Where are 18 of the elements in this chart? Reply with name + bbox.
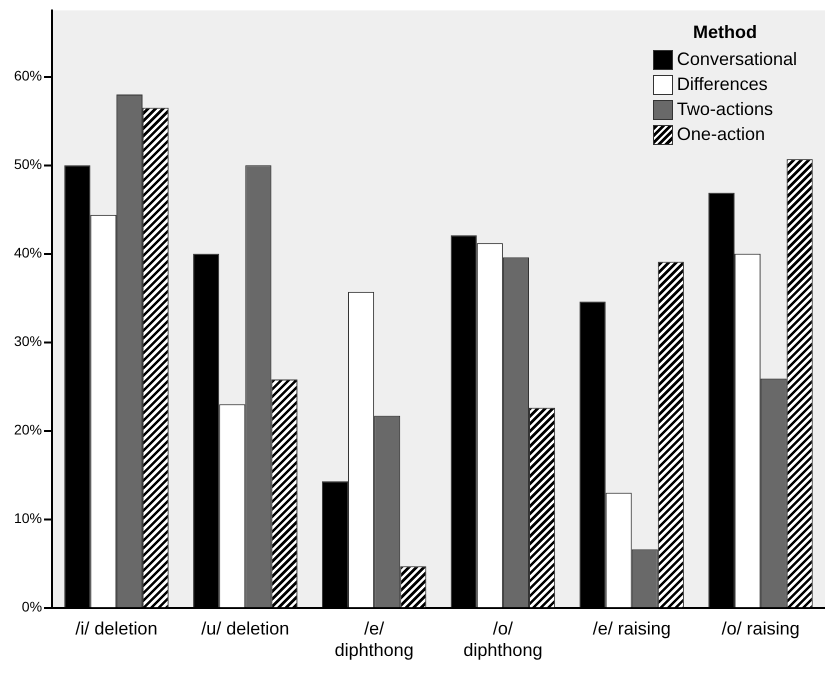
legend-title: Method [692, 22, 758, 43]
x-tick-label: /u/ deletion [201, 618, 290, 639]
y-tick-label: 30% [14, 333, 42, 350]
legend-label: Differences [676, 74, 768, 95]
y-tick-label: 60% [14, 68, 42, 84]
y-tick-label: 50% [14, 156, 42, 172]
x-tick-label: /e/ diphthong [334, 618, 414, 660]
x-tick-label: /o/ raising [722, 618, 800, 639]
legend-label: Two-actions [676, 99, 773, 120]
y-tick-label: 40% [14, 244, 42, 261]
legend-label: One-action [676, 124, 765, 145]
y-tick-label: 20% [14, 422, 42, 438]
x-tick-label: /e/ raising [592, 618, 671, 639]
x-tick-label: /i/ deletion [75, 618, 158, 639]
y-tick-label: 10% [14, 510, 42, 526]
legend-label: Conversational [676, 49, 797, 70]
x-tick-label: /o/ diphthong [463, 618, 542, 660]
y-tick-label: 0% [22, 598, 42, 615]
